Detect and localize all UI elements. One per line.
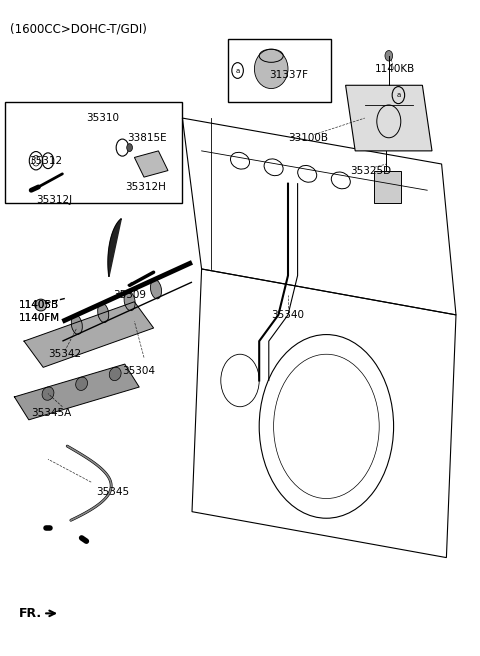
Text: 33100B: 33100B	[288, 133, 328, 143]
Text: 35304: 35304	[122, 365, 156, 376]
Text: a: a	[396, 92, 400, 98]
Ellipse shape	[97, 303, 109, 323]
Bar	[228, 39, 331, 102]
Ellipse shape	[76, 377, 87, 390]
Text: 33815E: 33815E	[127, 133, 167, 143]
Ellipse shape	[109, 367, 121, 380]
Text: 11405B: 11405B	[19, 300, 60, 310]
Text: 35310: 35310	[86, 113, 120, 123]
Polygon shape	[24, 302, 154, 367]
Bar	[374, 171, 401, 203]
Text: 35342: 35342	[48, 349, 81, 359]
Circle shape	[127, 144, 132, 152]
Text: 31337F: 31337F	[269, 70, 308, 81]
Ellipse shape	[71, 315, 83, 335]
Text: 1140KB: 1140KB	[374, 64, 415, 74]
Ellipse shape	[42, 387, 54, 400]
Text: 35309: 35309	[113, 290, 146, 300]
Text: 11405B: 11405B	[19, 300, 60, 310]
Ellipse shape	[254, 49, 288, 89]
Text: 35312H: 35312H	[125, 182, 166, 192]
Text: 35345: 35345	[96, 487, 129, 497]
Ellipse shape	[124, 291, 135, 311]
Text: 35340: 35340	[271, 310, 304, 320]
Text: 35345A: 35345A	[31, 408, 72, 419]
Text: 35312: 35312	[29, 155, 62, 166]
Bar	[5, 102, 182, 203]
Polygon shape	[346, 85, 432, 151]
Text: 1140FM: 1140FM	[19, 313, 60, 323]
Polygon shape	[108, 218, 121, 277]
Ellipse shape	[35, 299, 47, 311]
Text: 35312J: 35312J	[36, 195, 72, 205]
Text: 35325D: 35325D	[350, 165, 392, 176]
Polygon shape	[14, 364, 139, 420]
Circle shape	[385, 51, 393, 61]
Text: 1140FM: 1140FM	[19, 313, 60, 323]
Text: FR.: FR.	[19, 607, 42, 620]
Text: a: a	[236, 68, 240, 73]
Polygon shape	[134, 151, 168, 177]
Text: (1600CC>DOHC-T/GDI): (1600CC>DOHC-T/GDI)	[10, 23, 146, 36]
Ellipse shape	[150, 279, 162, 299]
